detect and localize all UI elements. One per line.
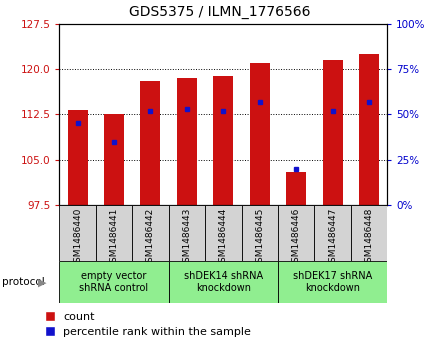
Text: GSM1486447: GSM1486447 [328, 207, 337, 268]
Text: GSM1486448: GSM1486448 [364, 207, 374, 268]
FancyBboxPatch shape [205, 205, 242, 261]
Text: GSM1486444: GSM1486444 [219, 207, 228, 268]
Text: GSM1486441: GSM1486441 [110, 207, 118, 268]
Bar [213, 76, 233, 205]
FancyBboxPatch shape [278, 261, 387, 303]
Text: GSM1486443: GSM1486443 [182, 207, 191, 268]
Text: GDS5375 / ILMN_1776566: GDS5375 / ILMN_1776566 [129, 5, 311, 20]
Legend: count, percentile rank within the sample: count, percentile rank within the sample [45, 312, 251, 338]
FancyBboxPatch shape [169, 261, 278, 303]
Text: shDEK17 shRNA
knockdown: shDEK17 shRNA knockdown [293, 272, 372, 293]
Bar [140, 81, 161, 205]
FancyBboxPatch shape [132, 205, 169, 261]
FancyBboxPatch shape [96, 205, 132, 261]
Bar [177, 78, 197, 205]
FancyBboxPatch shape [242, 205, 278, 261]
Text: GSM1486445: GSM1486445 [255, 207, 264, 268]
Text: shDEK14 shRNA
knockdown: shDEK14 shRNA knockdown [184, 272, 263, 293]
FancyBboxPatch shape [314, 205, 351, 261]
Text: GSM1486442: GSM1486442 [146, 207, 155, 268]
Bar [286, 172, 306, 205]
Bar [323, 60, 343, 205]
Bar [68, 110, 88, 205]
Text: GSM1486446: GSM1486446 [292, 207, 301, 268]
Bar [359, 54, 379, 205]
FancyBboxPatch shape [351, 205, 387, 261]
Text: empty vector
shRNA control: empty vector shRNA control [80, 272, 149, 293]
Bar [250, 63, 270, 205]
FancyBboxPatch shape [278, 205, 314, 261]
Text: GSM1486440: GSM1486440 [73, 207, 82, 268]
Bar [104, 114, 124, 205]
FancyBboxPatch shape [169, 205, 205, 261]
FancyBboxPatch shape [59, 261, 169, 303]
Text: protocol: protocol [2, 277, 45, 287]
FancyBboxPatch shape [59, 205, 96, 261]
Text: ▶: ▶ [38, 277, 47, 287]
